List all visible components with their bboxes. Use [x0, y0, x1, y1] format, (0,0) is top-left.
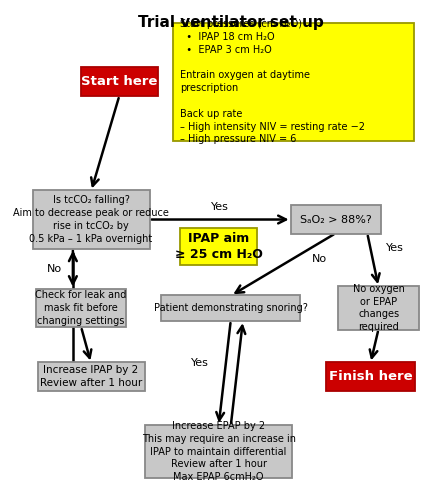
- Text: Increase EPAP by 2
This may require an increase in
IPAP to maintain differential: Increase EPAP by 2 This may require an i…: [142, 421, 296, 482]
- FancyBboxPatch shape: [161, 294, 300, 322]
- FancyBboxPatch shape: [37, 362, 145, 392]
- Text: No oxygen
or EPAP
changes
required: No oxygen or EPAP changes required: [353, 284, 405, 332]
- FancyBboxPatch shape: [33, 190, 150, 249]
- Text: Increase IPAP by 2
Review after 1 hour: Increase IPAP by 2 Review after 1 hour: [40, 366, 142, 388]
- FancyBboxPatch shape: [181, 228, 257, 264]
- Text: SₐO₂ > 88%?: SₐO₂ > 88%?: [300, 214, 372, 224]
- Text: Check for leak and
mask fit before
changing settings: Check for leak and mask fit before chang…: [35, 290, 127, 326]
- Text: Is tcCO₂ falling?
Aim to decrease peak or reduce
rise in tcCO₂ by
0.5 kPa – 1 kP: Is tcCO₂ falling? Aim to decrease peak o…: [13, 196, 169, 244]
- Text: Trial ventilator set up: Trial ventilator set up: [138, 16, 324, 30]
- FancyBboxPatch shape: [145, 424, 292, 478]
- FancyBboxPatch shape: [291, 205, 382, 234]
- Text: Start here: Start here: [81, 76, 158, 88]
- FancyBboxPatch shape: [326, 362, 415, 392]
- FancyBboxPatch shape: [36, 288, 126, 328]
- Text: No: No: [312, 254, 327, 264]
- Text: No: No: [47, 264, 62, 274]
- FancyBboxPatch shape: [173, 23, 414, 140]
- Text: Patient demonstrating snoring?: Patient demonstrating snoring?: [154, 303, 308, 313]
- FancyBboxPatch shape: [338, 286, 419, 330]
- Text: IPAP aim
≥ 25 cm H₂O: IPAP aim ≥ 25 cm H₂O: [175, 232, 262, 262]
- Text: Yes: Yes: [386, 244, 404, 254]
- FancyBboxPatch shape: [81, 68, 158, 96]
- Text: Yes: Yes: [191, 358, 209, 368]
- Text: Yes: Yes: [211, 202, 229, 212]
- Text: Finish here: Finish here: [329, 370, 412, 384]
- Text: Start pressures (cm H₂O)
  •  IPAP 18 cm H₂O
  •  EPAP 3 cm H₂O

Entrain oxygen : Start pressures (cm H₂O) • IPAP 18 cm H₂…: [180, 20, 365, 144]
